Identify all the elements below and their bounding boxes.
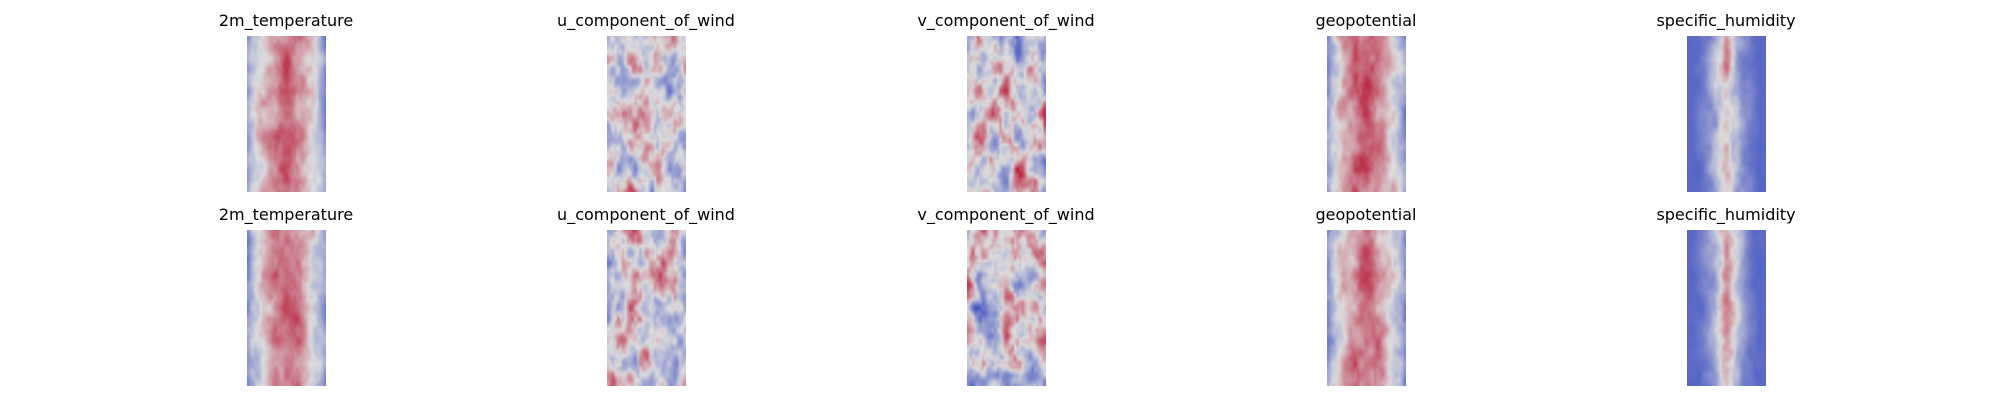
heatmap-image	[607, 36, 686, 192]
panel-title: specific_humidity	[1656, 205, 1796, 224]
heatmap-panel: 2m_temperature	[166, 11, 406, 207]
heatmap-panel: specific_humidity	[1606, 11, 1846, 207]
panel-title: v_component_of_wind	[917, 11, 1095, 30]
heatmap-panel: v_component_of_wind	[886, 11, 1126, 207]
heatmap-image	[607, 230, 686, 386]
panel-title: 2m_temperature	[218, 11, 354, 30]
heatmap-image	[967, 36, 1046, 192]
panel-title: u_component_of_wind	[557, 205, 735, 224]
heatmap-image	[1687, 36, 1766, 192]
heatmap-panel: v_component_of_wind	[886, 205, 1126, 400]
heatmap-panel: u_component_of_wind	[526, 11, 766, 207]
heatmap-panel: geopotential	[1246, 11, 1486, 207]
panel-title: geopotential	[1315, 205, 1417, 224]
heatmap-panel: 2m_temperature	[166, 205, 406, 400]
heatmap-panel: u_component_of_wind	[526, 205, 766, 400]
heatmap-image	[1327, 36, 1406, 192]
heatmap-image	[1327, 230, 1406, 386]
heatmap-panel: specific_humidity	[1606, 205, 1846, 400]
panel-title: geopotential	[1315, 11, 1417, 30]
panel-title: specific_humidity	[1656, 11, 1796, 30]
heatmap-image	[247, 230, 326, 386]
panel-title: v_component_of_wind	[917, 205, 1095, 224]
panel-title: u_component_of_wind	[557, 11, 735, 30]
heatmap-image	[247, 36, 326, 192]
heatmap-image	[967, 230, 1046, 386]
heatmap-image	[1687, 230, 1766, 386]
heatmap-panel: geopotential	[1246, 205, 1486, 400]
panel-title: 2m_temperature	[218, 205, 354, 224]
